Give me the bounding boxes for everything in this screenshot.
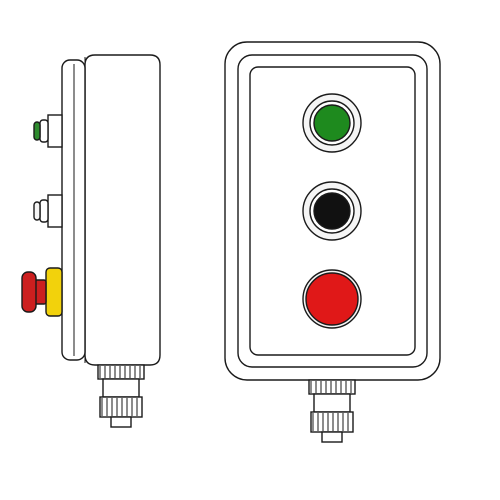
control-station-drawing [0, 0, 500, 500]
red-estop[interactable] [303, 270, 361, 328]
black-button[interactable] [303, 182, 361, 240]
side-button-top [34, 115, 62, 147]
front-view [225, 42, 440, 442]
side-body [85, 55, 160, 365]
side-cable-gland [98, 365, 144, 427]
front-cable-gland [309, 380, 355, 442]
side-estop [22, 268, 62, 316]
green-button[interactable] [303, 94, 361, 152]
side-button-middle [34, 195, 62, 227]
side-view [22, 55, 160, 427]
